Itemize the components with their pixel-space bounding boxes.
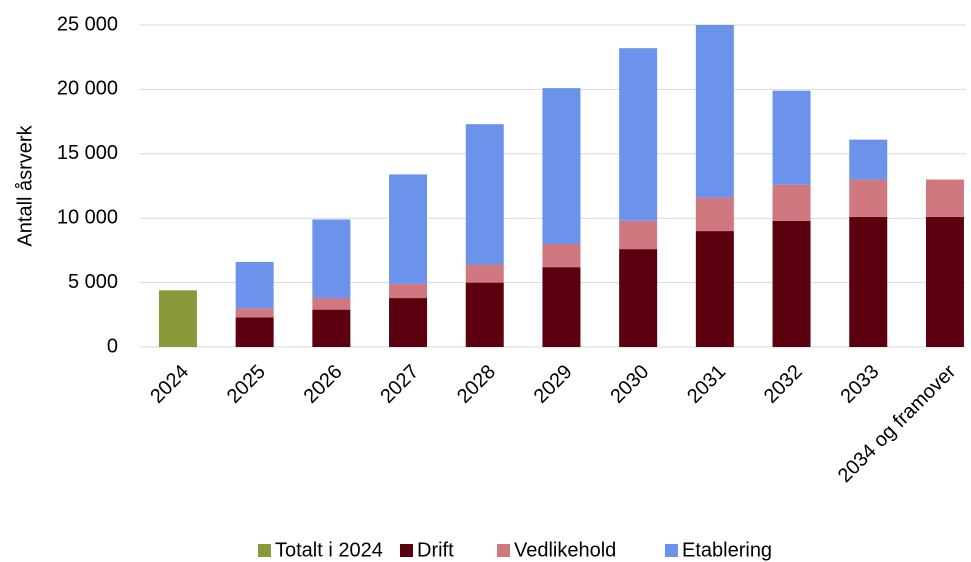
bar-segment [542, 243, 581, 268]
bar-segment [772, 184, 811, 221]
bar-segment [619, 220, 658, 250]
bar-segment [695, 231, 734, 347]
y-tick-label: 20 000 [57, 78, 118, 100]
x-tick-label: 2024 [146, 361, 193, 408]
bar-segment [235, 308, 274, 318]
bar-segment [312, 309, 351, 347]
x-tick-label: 2031 [683, 361, 730, 408]
bar-segment [465, 124, 504, 265]
bar-segment [849, 179, 888, 217]
y-tick-label: 0 [107, 335, 118, 357]
bar-segment [772, 90, 811, 185]
bar-segment [235, 261, 274, 309]
bar-segment [389, 298, 428, 347]
legend-label: Vedlikehold [514, 539, 616, 561]
x-tick-label: 2027 [376, 361, 423, 408]
bar-segment [389, 174, 428, 284]
y-tick-label: 10 000 [57, 206, 118, 228]
bar-segment [235, 317, 274, 347]
bar-segment [619, 249, 658, 347]
bar-segment [849, 139, 888, 180]
legend-swatch [400, 544, 413, 557]
x-tick-label: 2033 [836, 361, 883, 408]
y-tick-label: 25 000 [57, 13, 118, 35]
y-tick-label: 15 000 [57, 142, 118, 164]
bar-segment [312, 219, 351, 299]
bar-segment [542, 88, 581, 244]
x-tick-label: 2025 [223, 361, 270, 408]
bar-segment [619, 48, 658, 221]
bar-segment [849, 216, 888, 347]
bar-segment [772, 220, 811, 347]
bar-segment [465, 264, 504, 283]
bar-segment [389, 283, 428, 299]
bar-segment [158, 290, 197, 347]
bar-segment [465, 282, 504, 347]
legend-swatch [497, 544, 510, 557]
legend-swatch [665, 544, 678, 557]
legend-label: Totalt i 2024 [275, 539, 383, 561]
x-tick-label: 2026 [300, 361, 347, 408]
bar-segment [695, 25, 734, 198]
bar-segment [695, 197, 734, 232]
bar-segment [312, 298, 351, 310]
legend-label: Drift [417, 539, 454, 561]
y-axis-label: Antall åsrverk [14, 124, 36, 246]
x-tick-label: 2028 [453, 361, 500, 408]
bar-segment [542, 267, 581, 347]
x-tick-label: 2030 [606, 361, 653, 408]
bar-segment [925, 216, 964, 347]
bar-segment [925, 179, 964, 217]
x-tick-label: 2032 [760, 361, 807, 408]
y-tick-label: 5 000 [68, 271, 118, 293]
legend-label: Etablering [682, 539, 772, 561]
x-tick-label: 2029 [530, 361, 577, 408]
legend-swatch [258, 544, 271, 557]
